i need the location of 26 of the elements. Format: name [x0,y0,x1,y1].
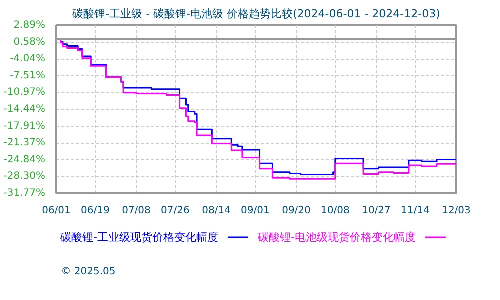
x-tick-label: 10/08 [321,206,350,216]
legend-label: 碳酸锂-电池级现货价格变化幅度 [256,231,416,244]
x-tick-label: 09/20 [282,206,311,216]
y-tick-label: -28.30% [4,171,46,182]
y-tick-label: -24.84% [4,154,46,166]
x-tick-label: 07/08 [122,206,151,216]
text: © 2025.05 [61,266,116,278]
y-tick-label: -7.51% [10,70,46,82]
x-tick-label: 06/19 [81,206,110,216]
chart-title: 碳酸锂-工业级 - 碳酸锂-电池级 价格趋势比较(2024-06-01 - 2024-12-03) [72,8,440,20]
y-tick-label: -21.37% [4,138,46,149]
x-tick-label: 10/27 [362,206,391,216]
y-tick-label: 2.89% [14,20,46,31]
x-tick-label: 08/14 [202,206,231,216]
y-tick-label: 0.58% [14,36,46,48]
legend-label: 碳酸锂-工业级现货价格变化幅度 [59,231,218,244]
x-tick-label: 06/01 [42,206,71,216]
x-tick-label: 11/14 [401,206,430,216]
x-tick-label: 12/03 [442,206,471,216]
x-tick-label: 07/26 [161,206,190,216]
y-tick-label: -14.44% [4,104,46,115]
y-tick-label: -10.97% [4,87,46,98]
y-tick-label: -17.91% [4,120,46,132]
y-tick-label: -31.77% [4,188,46,199]
x-tick-label: 09/01 [241,206,270,216]
y-tick-label: -4.04% [10,54,46,65]
